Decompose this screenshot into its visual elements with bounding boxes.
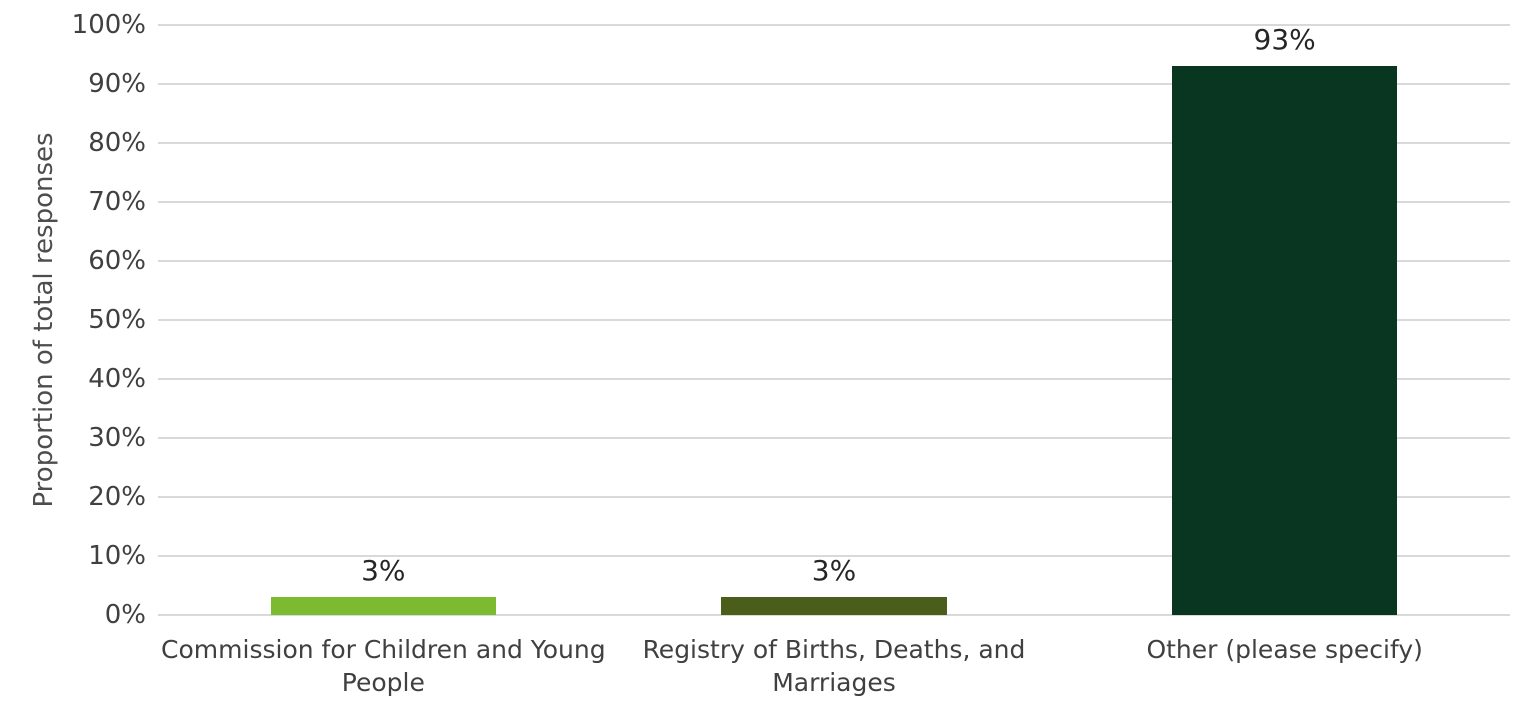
bar-value-label: 3% — [811, 554, 857, 588]
gridline — [158, 378, 1510, 380]
gridline — [158, 142, 1510, 144]
gridline — [158, 614, 1510, 616]
bar-value-label: 93% — [1253, 23, 1316, 57]
bar-value-label: 3% — [361, 554, 406, 588]
y-tick-label: 80% — [88, 128, 146, 158]
x-axis-labels: Commission for Children and Young People… — [0, 633, 1536, 703]
y-tick-label: 90% — [88, 69, 146, 99]
y-tick-label: 10% — [88, 541, 146, 571]
y-tick-label: 40% — [88, 364, 146, 394]
y-tick-label: 0% — [104, 600, 146, 630]
bar — [270, 597, 496, 615]
gridline — [158, 437, 1510, 439]
y-tick-label: 60% — [88, 246, 146, 276]
gridline — [158, 260, 1510, 262]
y-tick-label: 50% — [88, 305, 146, 335]
gridline — [158, 555, 1510, 557]
category-label: Registry of Births, Deaths, and Marriage… — [642, 635, 1026, 697]
gridline — [158, 83, 1510, 85]
category-label: Other (please specify) — [1146, 635, 1423, 664]
gridline — [158, 319, 1510, 321]
y-tick-label: 20% — [88, 482, 146, 512]
bar — [721, 597, 947, 615]
plot-area: 3% 3% 93% — [158, 23, 1510, 616]
gridline — [158, 496, 1510, 498]
y-tick-label: 100% — [71, 10, 146, 40]
gridline — [158, 24, 1510, 26]
gridline — [158, 201, 1510, 203]
y-tick-label: 70% — [88, 187, 146, 217]
bar — [1172, 66, 1398, 615]
category-label: Commission for Children and Young People — [161, 635, 606, 697]
y-tick-label: 30% — [88, 423, 146, 453]
